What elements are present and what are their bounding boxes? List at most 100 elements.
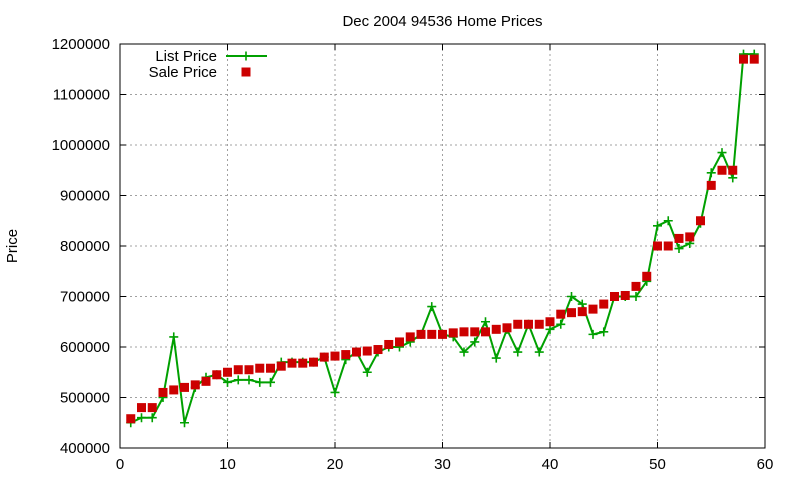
sale-price-point [749,54,759,64]
list-price-point [717,148,727,158]
legend-swatch-list-price-marker [241,51,251,61]
list-price-point [362,367,372,377]
sale-price-point [416,329,426,339]
list-price-point [545,324,555,334]
sale-price-point [180,382,189,392]
sale-price-point [158,387,168,397]
y-tick-label: 1200000 [52,36,110,53]
sale-price-point [599,299,609,309]
sale-price-point [169,385,179,395]
sale-price-point [685,232,695,242]
sale-price-point [287,358,297,368]
sale-price-point [373,345,383,355]
sale-price-point [201,376,211,386]
list-price-point [653,221,662,231]
list-price-point [534,347,544,357]
list-price-point [233,375,243,385]
sale-price-point [309,357,318,367]
sale-price-point [384,339,394,349]
sale-price-point [223,367,232,377]
x-tick-label: 60 [757,456,774,473]
sale-price-point [255,363,265,373]
y-tick-label: 900000 [60,188,110,205]
sale-price-point [147,403,157,413]
sale-price-point [502,323,512,333]
sale-price-point [137,403,146,413]
list-price-point [137,413,146,423]
sale-price-point [556,309,566,319]
sale-price-point [470,327,480,337]
list-price-point [244,375,254,385]
sale-price-point [298,358,308,368]
x-tick-label: 20 [327,456,344,473]
sale-price-point [352,347,361,357]
sale-price-point [663,241,673,251]
sale-price-point [126,414,136,424]
y-tick-label: 800000 [60,238,110,255]
y-tick-label: 600000 [60,339,110,356]
y-tick-label: 1100000 [53,87,110,104]
list-price-point [631,292,641,301]
sale-price-point [706,180,716,190]
list-price-point [577,299,587,309]
sale-price-point [190,380,200,390]
y-tick-label: 500000 [60,390,110,407]
series-sale-price [126,54,759,424]
series [126,49,759,428]
sale-price-point [631,281,641,291]
sale-price-point [534,319,544,329]
sale-price-point [577,307,587,317]
sale-price-point [438,329,447,339]
x-tick-label: 0 [116,456,124,473]
sale-price-point [642,271,652,281]
sale-price-point [405,332,415,342]
sale-price-point [448,328,458,338]
legend-swatch-sale-price-marker [241,67,251,77]
list-price-point [663,216,673,226]
sale-price-point [513,319,523,329]
sale-price-point [427,329,437,339]
x-tick-label: 50 [649,456,666,473]
list-price-point [266,377,275,387]
x-tick-label: 40 [542,456,559,473]
list-price-point [169,332,179,342]
sale-price-point [728,165,738,175]
list-price-point [491,353,501,363]
y-axis-label: Price [4,229,21,263]
sale-price-point [491,324,501,334]
sale-price-point [319,352,329,362]
y-tick-label: 700000 [60,289,110,306]
list-price-point [470,337,480,347]
legend: List Price Sale Price [149,48,267,81]
list-price-point [223,377,232,387]
legend-label-list-price: List Price [155,48,217,65]
sale-price-point [545,317,555,327]
sale-price-point [481,327,490,337]
sale-price-point [362,346,372,356]
list-price-point [147,413,157,423]
list-price-point [674,244,684,254]
list-price-point [481,317,490,327]
list-price-point [567,292,576,301]
axis-ticks: 0 10 20 30 40 50 60 400000 500000 600000 700000 800… [52,36,774,473]
sale-price-point [717,165,727,175]
list-price-point [459,347,469,357]
sale-price-point [696,216,705,226]
sale-price-point [620,290,630,300]
list-price-point [599,327,609,337]
sale-price-point [610,292,619,301]
sale-price-point [653,241,662,251]
legend-label-sale-price: Sale Price [149,64,217,81]
sale-price-point [341,350,351,360]
list-price-point [330,387,340,397]
sale-price-point [524,319,533,329]
sale-price-point [674,233,684,243]
sale-price-point [330,351,340,361]
sale-price-point [266,363,275,373]
sale-price-point [212,370,222,380]
sale-price-point [567,308,576,318]
list-price-point [588,329,598,339]
list-price-point [180,418,189,428]
